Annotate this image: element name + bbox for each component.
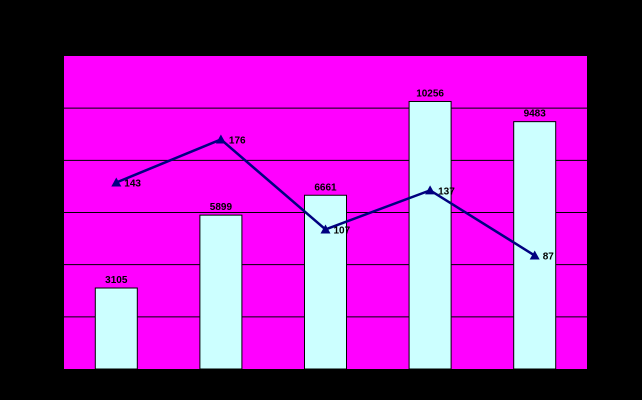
bar [408, 100, 452, 370]
bar [513, 121, 557, 370]
line-value-label: 87 [543, 252, 555, 263]
bar-series [94, 100, 557, 370]
line-value-label: 137 [438, 186, 455, 197]
bar-value-label: 9483 [524, 109, 547, 120]
line-value-label: 107 [334, 225, 351, 236]
line-value-label: 176 [229, 135, 246, 146]
bar [199, 214, 243, 370]
bar-value-label: 3105 [105, 275, 128, 286]
bar-value-label: 10256 [416, 88, 444, 99]
line-marker [320, 224, 331, 234]
bar-value-label: 6661 [314, 182, 337, 193]
line-value-label: 143 [124, 179, 141, 190]
line-marker [215, 134, 226, 144]
bar [94, 287, 138, 370]
bar [304, 194, 347, 370]
line-marker [111, 177, 122, 187]
line-marker [529, 250, 540, 260]
line-marker [425, 185, 436, 195]
line-series [111, 134, 540, 260]
data-labels: 3105 5899 6661 10256 9483 143 176 107 137 87 [105, 88, 554, 286]
bar-value-label: 5899 [210, 202, 233, 213]
